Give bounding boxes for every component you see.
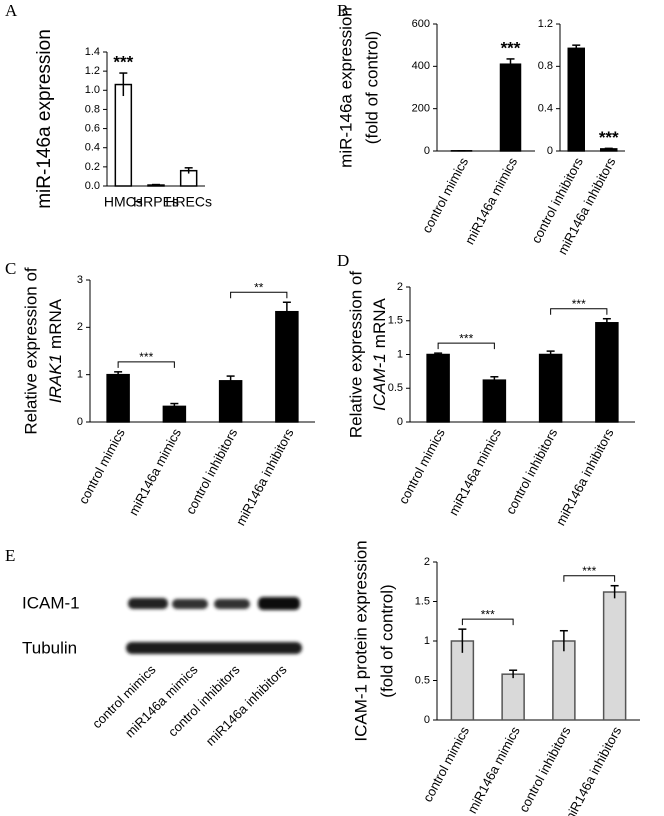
- x-tick-label: miR146a mimics: [446, 426, 505, 518]
- y-tick-label: 0.0: [85, 180, 100, 192]
- significance: ***: [481, 607, 495, 621]
- y-tick-label: 3: [77, 274, 83, 286]
- y-tick-label: 1: [424, 635, 430, 647]
- y-tick-label: 0.4: [85, 142, 100, 154]
- x-tick-label: control mimics: [396, 426, 448, 507]
- panel-letter: A: [5, 1, 18, 20]
- y-axis-label-part: mRNA: [46, 298, 65, 349]
- bracket: [117, 361, 175, 368]
- y-tick-label: 0.8: [85, 103, 100, 115]
- y-axis-label: Relative expression of: [21, 267, 40, 435]
- y-tick-label: 1.4: [85, 46, 100, 58]
- y-axis-label: Relative expression of: [346, 271, 365, 439]
- y-tick-label: 0: [424, 714, 430, 726]
- y-tick-label: 0.5: [415, 674, 430, 686]
- blot-row-label: Tubulin: [22, 638, 77, 657]
- y-tick-label: 1.2: [85, 65, 100, 77]
- y-tick-label: 0: [547, 145, 553, 157]
- x-tick-label: miR146a mimics: [462, 155, 521, 247]
- bar: [426, 353, 450, 423]
- y-tick-label: 600: [412, 18, 430, 30]
- significance: **: [254, 280, 264, 294]
- x-tick-label: HRPEs: [133, 194, 179, 210]
- x-tick-label: control inhibitors: [503, 426, 561, 517]
- significance: ***: [599, 128, 619, 147]
- bar: [595, 322, 619, 423]
- y-axis-label: miR-146a expression: [336, 7, 355, 168]
- blot-lane-label: miR146a mimics: [122, 662, 201, 741]
- y-tick-label: 1.2: [538, 18, 553, 30]
- bar: [501, 673, 525, 721]
- bracket: [461, 618, 514, 626]
- y-tick-label: 1: [397, 348, 403, 360]
- significance: ***: [582, 564, 596, 578]
- panel-letter: B: [337, 1, 348, 20]
- y-tick-label: 2: [77, 321, 83, 333]
- significance: ***: [459, 331, 473, 345]
- y-axis-label: (fold of control): [362, 31, 381, 144]
- y-axis-label: ICAM-1 protein expression: [351, 540, 370, 741]
- bar: [218, 380, 243, 423]
- x-tick-label: miR146a mimics: [126, 426, 185, 518]
- bar: [602, 591, 627, 721]
- bracket: [563, 575, 616, 582]
- y-tick-label: 2: [397, 281, 403, 293]
- y-tick-label: 0: [397, 416, 403, 428]
- bar: [275, 310, 299, 423]
- bracket: [437, 342, 495, 350]
- panel-letter: E: [5, 546, 15, 565]
- bar: [499, 63, 522, 152]
- y-tick-label: 0: [77, 416, 83, 428]
- y-tick-label: 0.4: [538, 103, 553, 115]
- y-axis-label: miR-146a expression: [34, 29, 55, 209]
- y-tick-label: 0.6: [85, 122, 100, 134]
- blot-image: [126, 597, 302, 654]
- x-tick-label: miR146a inhibitors: [233, 426, 297, 529]
- bracket: [550, 308, 608, 315]
- y-tick-label: 1.5: [415, 595, 430, 607]
- blot-row-label: ICAM-1: [22, 593, 80, 612]
- y-tick-label: 0.8: [538, 60, 553, 72]
- y-tick-label: 200: [412, 103, 430, 115]
- bar: [106, 373, 130, 423]
- y-tick-label: 2: [424, 556, 430, 568]
- y-axis-label: IRAK1 mRNA: [46, 298, 65, 403]
- x-tick-label: control mimics: [420, 724, 472, 805]
- bar: [552, 640, 576, 721]
- x-tick-label: control inhibitors: [516, 724, 574, 815]
- bracket: [230, 291, 288, 299]
- y-tick-label: 0.5: [388, 382, 403, 394]
- y-tick-label: 400: [412, 60, 430, 72]
- y-tick-label: 1: [77, 369, 83, 381]
- blot-lane-label: miR146a inhibitors: [203, 662, 290, 749]
- x-tick-label: miR146a mimics: [464, 724, 523, 816]
- panel-letter: D: [337, 251, 349, 270]
- y-axis-label-part: ICAM-1: [370, 353, 389, 411]
- significance: ***: [501, 38, 521, 57]
- bar: [482, 379, 507, 423]
- x-tick-label: HMCs: [104, 194, 143, 210]
- y-axis-label: (fold of control): [377, 584, 396, 697]
- x-tick-label: control mimics: [419, 155, 471, 236]
- significance: ***: [139, 350, 153, 364]
- significance: ***: [572, 297, 586, 311]
- y-tick-label: 0.2: [85, 161, 100, 173]
- y-axis-label-part: mRNA: [370, 298, 389, 349]
- x-tick-label: miR146a inhibitors: [553, 426, 617, 529]
- y-axis-label: ICAM-1 mRNA: [370, 298, 389, 411]
- x-tick-label: control mimics: [76, 426, 128, 507]
- significance: ***: [113, 53, 133, 72]
- y-tick-label: 1.5: [388, 315, 403, 327]
- y-tick-label: 1.0: [85, 84, 100, 96]
- y-axis-label-part: IRAK1: [46, 354, 65, 403]
- bar: [567, 47, 585, 152]
- panel-letter: C: [5, 259, 16, 278]
- bar: [538, 353, 563, 423]
- y-tick-label: 0: [424, 145, 430, 157]
- bar: [114, 83, 133, 187]
- x-tick-label: control inhibitors: [183, 426, 241, 517]
- x-tick-label: HRECs: [165, 194, 212, 210]
